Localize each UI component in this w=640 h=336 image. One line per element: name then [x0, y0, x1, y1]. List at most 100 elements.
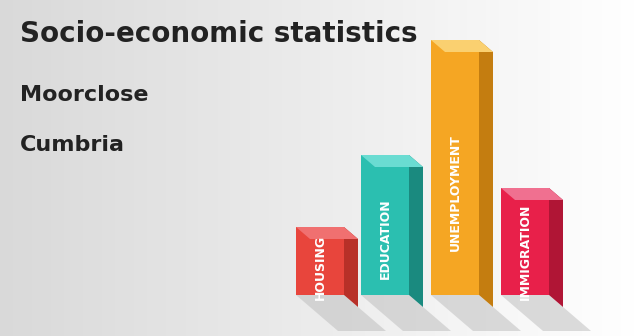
Bar [506, 0, 512, 336]
Bar [358, 0, 365, 336]
Text: EDUCATION: EDUCATION [378, 199, 392, 279]
Bar [218, 0, 224, 336]
Bar [435, 0, 442, 336]
Bar [570, 0, 576, 336]
Bar [557, 0, 563, 336]
Bar [403, 0, 410, 336]
Bar [352, 0, 358, 336]
Bar [205, 0, 211, 336]
Bar [134, 0, 141, 336]
Bar [538, 0, 544, 336]
Polygon shape [501, 188, 563, 200]
Polygon shape [409, 155, 423, 307]
Bar [320, 0, 326, 336]
Bar [211, 0, 218, 336]
Bar [416, 0, 422, 336]
Bar [461, 0, 467, 336]
Polygon shape [361, 155, 409, 295]
Bar [608, 0, 614, 336]
Bar [141, 0, 147, 336]
Bar [602, 0, 608, 336]
Bar [307, 0, 314, 336]
Bar [531, 0, 538, 336]
Bar [70, 0, 77, 336]
Polygon shape [361, 295, 451, 331]
Bar [499, 0, 506, 336]
Bar [269, 0, 275, 336]
Bar [474, 0, 480, 336]
Bar [454, 0, 461, 336]
Bar [314, 0, 320, 336]
Bar [589, 0, 595, 336]
Bar [563, 0, 570, 336]
Bar [13, 0, 19, 336]
Bar [486, 0, 493, 336]
Bar [576, 0, 582, 336]
Bar [179, 0, 186, 336]
Bar [326, 0, 333, 336]
Bar [166, 0, 173, 336]
Bar [339, 0, 346, 336]
Text: Socio-economic statistics: Socio-economic statistics [20, 20, 418, 48]
Bar [109, 0, 115, 336]
Bar [544, 0, 550, 336]
Polygon shape [344, 227, 358, 307]
Bar [58, 0, 64, 336]
Bar [346, 0, 352, 336]
Polygon shape [296, 227, 358, 239]
Polygon shape [501, 188, 549, 295]
Bar [595, 0, 602, 336]
Bar [38, 0, 45, 336]
Bar [550, 0, 557, 336]
Bar [198, 0, 205, 336]
Bar [518, 0, 525, 336]
Bar [96, 0, 102, 336]
Bar [256, 0, 262, 336]
Polygon shape [361, 155, 423, 167]
Bar [390, 0, 397, 336]
Bar [282, 0, 288, 336]
Bar [333, 0, 339, 336]
Bar [160, 0, 166, 336]
Bar [32, 0, 38, 336]
Bar [621, 0, 627, 336]
Bar [122, 0, 128, 336]
Bar [192, 0, 198, 336]
Bar [512, 0, 518, 336]
Bar [147, 0, 154, 336]
Bar [19, 0, 26, 336]
Bar [115, 0, 122, 336]
Bar [614, 0, 621, 336]
Text: HOUSING: HOUSING [314, 235, 326, 300]
Text: Cumbria: Cumbria [20, 135, 125, 155]
Bar [77, 0, 83, 336]
Bar [410, 0, 416, 336]
Bar [250, 0, 256, 336]
Bar [262, 0, 269, 336]
Bar [429, 0, 435, 336]
Bar [442, 0, 448, 336]
Polygon shape [296, 295, 386, 331]
Bar [90, 0, 96, 336]
Text: Moorclose: Moorclose [20, 85, 148, 105]
Bar [467, 0, 474, 336]
Polygon shape [431, 295, 521, 331]
Bar [378, 0, 384, 336]
Bar [384, 0, 390, 336]
Text: IMMIGRATION: IMMIGRATION [518, 204, 531, 300]
Bar [493, 0, 499, 336]
Bar [51, 0, 58, 336]
Bar [224, 0, 230, 336]
Bar [230, 0, 237, 336]
Bar [365, 0, 371, 336]
Bar [102, 0, 109, 336]
Polygon shape [479, 40, 493, 307]
Bar [64, 0, 70, 336]
Bar [186, 0, 192, 336]
Bar [301, 0, 307, 336]
Bar [525, 0, 531, 336]
Bar [26, 0, 32, 336]
Text: UNEMPLOYMENT: UNEMPLOYMENT [449, 134, 461, 251]
Polygon shape [296, 227, 344, 295]
Bar [397, 0, 403, 336]
